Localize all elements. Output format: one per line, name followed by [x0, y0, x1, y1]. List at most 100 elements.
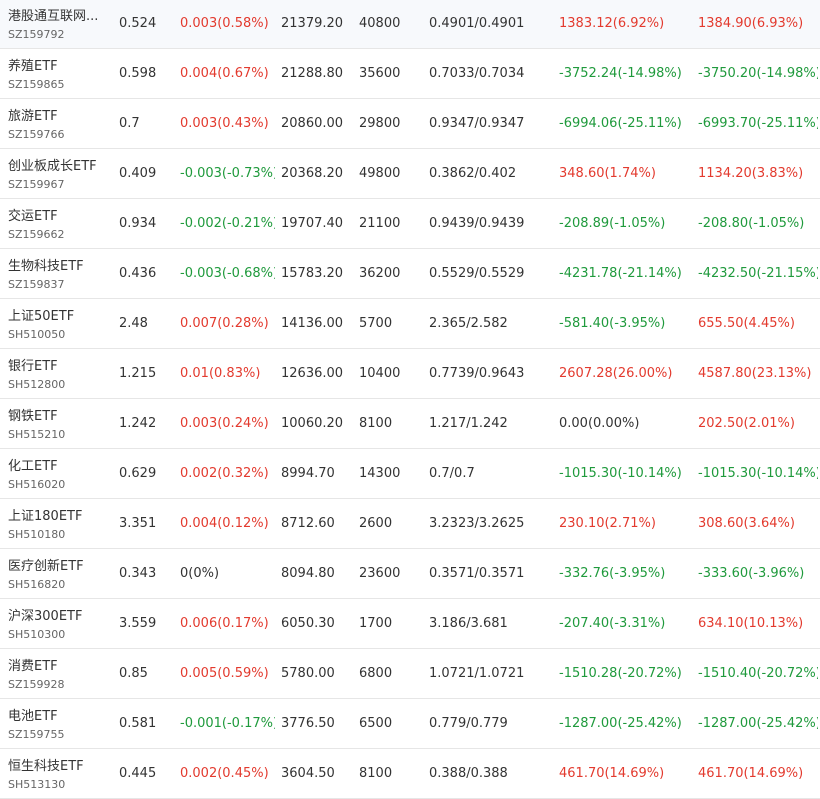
volume-cell: 3776.50	[281, 716, 335, 731]
shares-cell: 1700	[359, 616, 393, 631]
fund-code: SZ159755	[8, 728, 65, 741]
fund-name[interactable]: 上证50ETF	[8, 309, 75, 324]
fund-name[interactable]: 电池ETF	[8, 709, 58, 724]
change-cell: 0.003(0.24%)	[180, 416, 269, 431]
fund-name[interactable]: 医疗创新ETF	[8, 559, 84, 574]
fund-name-cell: 上证180ETF SH510180	[8, 499, 108, 548]
fund-name-cell: 钢铁ETF SH515210	[8, 399, 108, 448]
fund-name[interactable]: 钢铁ETF	[8, 409, 58, 424]
table-row[interactable]: 消费ETF SZ159928 0.85 0.005(0.59%) 5780.00 6800…	[0, 649, 820, 699]
daily-pl-cell: 348.60(1.74%)	[559, 166, 656, 181]
table-row[interactable]: 医疗创新ETF SH516820 0.343 0(0%) 8094.80 23600 0.3…	[0, 549, 820, 599]
nav-cell: 3.2323/3.2625	[429, 516, 525, 531]
fund-code: SH516020	[8, 478, 66, 491]
fund-code: SH510180	[8, 528, 66, 541]
total-pl-cell: -4232.50(-21.15%)	[698, 266, 818, 281]
fund-code: SH510300	[8, 628, 66, 641]
shares-cell: 5700	[359, 316, 393, 331]
total-pl-cell: 1134.20(3.83%)	[698, 166, 804, 181]
change-cell: 0.002(0.45%)	[180, 766, 269, 781]
fund-name-cell: 创业板成长ETF SZ159967	[8, 149, 108, 198]
daily-pl-cell: 2607.28(26.00%)	[559, 366, 673, 381]
table-row[interactable]: 港股通互联网... SZ159792 0.524 0.003(0.58%) 21379.…	[0, 0, 820, 49]
change-cell: -0.001(-0.17%)	[180, 716, 275, 731]
fund-name[interactable]: 银行ETF	[8, 359, 58, 374]
nav-cell: 1.217/1.242	[429, 416, 508, 431]
fund-name[interactable]: 港股通互联网...	[8, 9, 99, 24]
table-row[interactable]: 生物科技ETF SZ159837 0.436 -0.003(-0.68%) 15783.…	[0, 249, 820, 299]
price-cell: 3.559	[119, 616, 157, 631]
fund-name-cell: 旅游ETF SZ159766	[8, 99, 108, 148]
daily-pl-cell: 230.10(2.71%)	[559, 516, 656, 531]
change-cell: -0.003(-0.73%)	[180, 166, 275, 181]
fund-code: SH512800	[8, 378, 66, 391]
shares-cell: 40800	[359, 16, 401, 31]
total-pl-cell: -6993.70(-25.11%)	[698, 116, 818, 131]
table-row[interactable]: 上证50ETF SH510050 2.48 0.007(0.28%) 14136.00 5…	[0, 299, 820, 349]
total-pl-cell: -333.60(-3.96%)	[698, 566, 805, 581]
shares-cell: 8100	[359, 766, 393, 781]
fund-name[interactable]: 消费ETF	[8, 659, 58, 674]
fund-name-cell: 生物科技ETF SZ159837	[8, 249, 108, 298]
shares-cell: 49800	[359, 166, 401, 181]
table-row[interactable]: 银行ETF SH512800 1.215 0.01(0.83%) 12636.00 104…	[0, 349, 820, 399]
volume-cell: 19707.40	[281, 216, 344, 231]
volume-cell: 12636.00	[281, 366, 344, 381]
fund-name-cell: 沪深300ETF SH510300	[8, 599, 108, 648]
fund-name[interactable]: 创业板成长ETF	[8, 159, 97, 174]
table-row[interactable]: 创业板成长ETF SZ159967 0.409 -0.003(-0.73%) 20368…	[0, 149, 820, 199]
change-cell: 0.002(0.32%)	[180, 466, 269, 481]
table-row[interactable]: 恒生科技ETF SH513130 0.445 0.002(0.45%) 3604.50 8…	[0, 749, 820, 799]
shares-cell: 6500	[359, 716, 393, 731]
daily-pl-cell: -4231.78(-21.14%)	[559, 266, 682, 281]
fund-name[interactable]: 旅游ETF	[8, 109, 58, 124]
fund-name[interactable]: 上证180ETF	[8, 509, 83, 524]
nav-cell: 0.7739/0.9643	[429, 366, 525, 381]
daily-pl-cell: -207.40(-3.31%)	[559, 616, 666, 631]
table-row[interactable]: 钢铁ETF SH515210 1.242 0.003(0.24%) 10060.20 81…	[0, 399, 820, 449]
fund-code: SZ159967	[8, 178, 65, 191]
daily-pl-cell: -208.89(-1.05%)	[559, 216, 666, 231]
fund-name-cell: 医疗创新ETF SH516820	[8, 549, 108, 598]
volume-cell: 20368.20	[281, 166, 344, 181]
shares-cell: 6800	[359, 666, 393, 681]
fund-name[interactable]: 沪深300ETF	[8, 609, 83, 624]
change-cell: -0.002(-0.21%)	[180, 216, 275, 231]
volume-cell: 8712.60	[281, 516, 335, 531]
price-cell: 0.934	[119, 216, 157, 231]
table-row[interactable]: 化工ETF SH516020 0.629 0.002(0.32%) 8994.70 143…	[0, 449, 820, 499]
shares-cell: 29800	[359, 116, 401, 131]
fund-name-cell: 养殖ETF SZ159865	[8, 49, 108, 98]
nav-cell: 1.0721/1.0721	[429, 666, 525, 681]
fund-name[interactable]: 化工ETF	[8, 459, 58, 474]
total-pl-cell: -1287.00(-25.42%)	[698, 716, 818, 731]
volume-cell: 3604.50	[281, 766, 335, 781]
change-cell: 0.004(0.12%)	[180, 516, 269, 531]
fund-code: SZ159837	[8, 278, 65, 291]
fund-name[interactable]: 生物科技ETF	[8, 259, 84, 274]
nav-cell: 3.186/3.681	[429, 616, 508, 631]
fund-name[interactable]: 养殖ETF	[8, 59, 58, 74]
total-pl-cell: -1015.30(-10.14%)	[698, 466, 818, 481]
fund-name-cell: 上证50ETF SH510050	[8, 299, 108, 348]
fund-code: SZ159865	[8, 78, 65, 91]
table-row[interactable]: 沪深300ETF SH510300 3.559 0.006(0.17%) 6050.30…	[0, 599, 820, 649]
fund-name[interactable]: 恒生科技ETF	[8, 759, 84, 774]
shares-cell: 35600	[359, 66, 401, 81]
price-cell: 1.215	[119, 366, 157, 381]
table-row[interactable]: 上证180ETF SH510180 3.351 0.004(0.12%) 8712.60…	[0, 499, 820, 549]
table-row[interactable]: 电池ETF SZ159755 0.581 -0.001(-0.17%) 3776.50 6…	[0, 699, 820, 749]
table-row[interactable]: 交运ETF SZ159662 0.934 -0.002(-0.21%) 19707.40…	[0, 199, 820, 249]
volume-cell: 15783.20	[281, 266, 344, 281]
table-row[interactable]: 养殖ETF SZ159865 0.598 0.004(0.67%) 21288.80 35…	[0, 49, 820, 99]
change-cell: -0.003(-0.68%)	[180, 266, 275, 281]
nav-cell: 0.3862/0.402	[429, 166, 517, 181]
table-row[interactable]: 旅游ETF SZ159766 0.7 0.003(0.43%) 20860.00 2980…	[0, 99, 820, 149]
fund-code: SZ159662	[8, 228, 65, 241]
price-cell: 0.524	[119, 16, 157, 31]
nav-cell: 2.365/2.582	[429, 316, 508, 331]
nav-cell: 0.7033/0.7034	[429, 66, 525, 81]
fund-name[interactable]: 交运ETF	[8, 209, 58, 224]
nav-cell: 0.779/0.779	[429, 716, 508, 731]
